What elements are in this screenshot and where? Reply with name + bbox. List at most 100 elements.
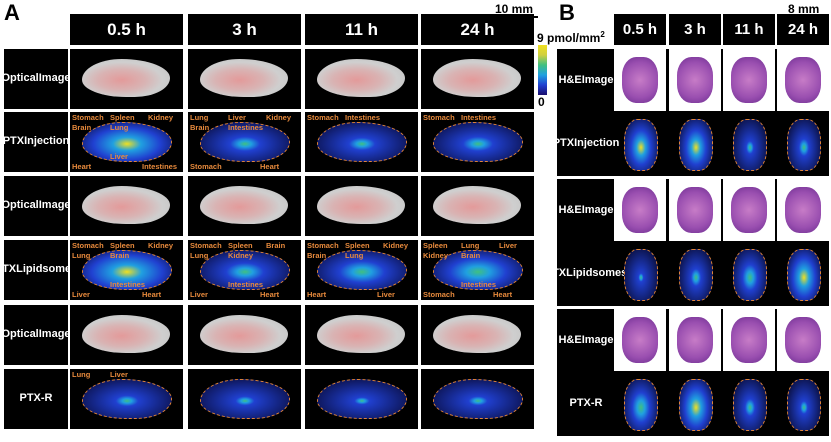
organ-label: Intestines <box>228 123 264 132</box>
row-label-line: Image <box>581 74 614 87</box>
he-tissue <box>731 317 767 363</box>
organ-label: Heart <box>307 290 327 299</box>
row-label-line: Image <box>38 328 71 341</box>
mouse-section <box>200 186 288 224</box>
organ-label: Stomach <box>423 290 455 299</box>
row-label-line: PTX <box>552 137 575 150</box>
optical-image <box>188 176 301 236</box>
msi-image-b <box>624 119 658 171</box>
he-tissue <box>622 317 658 363</box>
msi-image <box>188 369 301 429</box>
organ-label: Intestines <box>345 113 381 122</box>
organ-label: Brain <box>307 251 327 260</box>
organ-label: Spleen <box>228 241 253 250</box>
organ-label: Stomach <box>72 113 104 122</box>
optical-image <box>188 305 301 365</box>
msi-image-b <box>787 379 821 431</box>
he-tissue <box>622 57 658 103</box>
organ-label: Liver <box>190 290 208 299</box>
mouse-section <box>317 186 405 224</box>
row-label-a: PTX Injection <box>2 112 70 172</box>
time-header-a: 11 h <box>305 14 418 45</box>
organ-label: Kidney <box>423 251 449 260</box>
row-label-line: Optical <box>1 72 39 85</box>
msi-image <box>305 369 418 429</box>
ptx-label: PTX Injection <box>553 114 619 174</box>
row-label-line: Image <box>581 204 614 217</box>
msi-image: Stomach Spleen Kidney Brain Lung Liver Heart <box>305 240 418 300</box>
organ-label: Stomach <box>423 113 455 122</box>
optical-image <box>305 49 418 109</box>
msi-image <box>421 369 534 429</box>
organ-label: Heart <box>493 290 513 299</box>
msi-image: Stomach Spleen Kidney Brain Lung Intestines He… <box>70 112 183 172</box>
panel-b-letter: B <box>559 0 575 25</box>
row-label-line: Image <box>38 199 71 212</box>
optical-image <box>188 49 301 109</box>
organ-label: Liver <box>110 152 128 161</box>
organ-label: Brain <box>72 123 92 132</box>
mouse-outline <box>200 122 290 162</box>
time-header-a: 0.5 h <box>70 14 183 45</box>
optical-image <box>305 305 418 365</box>
msi-image: Stomach Spleen Brain Lung Kidney Heart Liver In… <box>188 240 301 300</box>
organ-label: Liver <box>377 290 395 299</box>
msi-image: Lung Liver <box>70 369 183 429</box>
organ-label: Kidney <box>148 113 174 122</box>
organ-label: Liver <box>499 241 517 250</box>
row-label-line: H&E <box>558 204 582 217</box>
row-label-line: PTX <box>2 135 25 148</box>
mouse-outline <box>433 379 523 419</box>
mouse-outline <box>433 122 523 162</box>
mouse-section <box>200 59 288 97</box>
msi-image-b <box>679 119 713 171</box>
organ-label: Brain <box>110 251 130 260</box>
row-label-line: Injection <box>574 137 620 150</box>
row-label-line: Optical <box>1 328 39 341</box>
row-label-line: H&E <box>558 74 582 87</box>
organ-label: Lung <box>110 123 129 132</box>
time-header-b: 3 h <box>669 14 721 45</box>
row-label-a: Optical Image <box>1 49 71 109</box>
organ-label: Lung <box>190 113 209 122</box>
organ-label: Stomach <box>307 113 339 122</box>
panel-b-group: H&E Image PTX Injection <box>553 49 829 176</box>
msi-image-b <box>733 119 767 171</box>
msi-image-b <box>679 379 713 431</box>
organ-label: Kidney <box>148 241 174 250</box>
mouse-section <box>433 59 521 97</box>
colorbar <box>538 45 547 95</box>
msi-image-b <box>787 119 821 171</box>
optical-image <box>421 176 534 236</box>
organ-label: Spleen <box>110 241 135 250</box>
row-label-line: Lipidsomes <box>16 263 78 276</box>
organ-label: Stomach <box>190 162 222 171</box>
organ-label: Lung <box>72 251 91 260</box>
he-tissue <box>785 187 821 233</box>
he-label: H&E Image <box>558 181 614 241</box>
time-header-b: 24 h <box>777 14 829 45</box>
organ-label: Intestines <box>461 280 497 289</box>
colorbar-max-label: 9 pmol/mm2 <box>537 30 605 45</box>
row-label-line: Injection <box>24 135 70 148</box>
organ-label: Spleen <box>345 241 370 250</box>
row-label-line: PTX <box>0 263 17 276</box>
he-tissue <box>622 187 658 233</box>
he-label: H&E Image <box>558 51 614 111</box>
row-label-line: PTX-R <box>19 392 53 405</box>
he-tissue <box>677 317 713 363</box>
ptx-label: PTX-R <box>559 374 613 434</box>
msi-image-b <box>624 249 658 301</box>
organ-label: Intestines <box>110 280 146 289</box>
organ-label: Stomach <box>190 241 222 250</box>
mouse-outline <box>433 250 523 290</box>
optical-image <box>421 305 534 365</box>
row-label-a: Optical Image <box>1 305 71 365</box>
row-label-a: Optical Image <box>1 176 71 236</box>
he-tissue <box>731 57 767 103</box>
mouse-outline <box>317 250 407 290</box>
organ-label: Kidney <box>228 251 254 260</box>
row-label-line: PTX-R <box>569 397 603 410</box>
time-header-b: 11 h <box>723 14 775 45</box>
organ-label: Brain <box>266 241 286 250</box>
